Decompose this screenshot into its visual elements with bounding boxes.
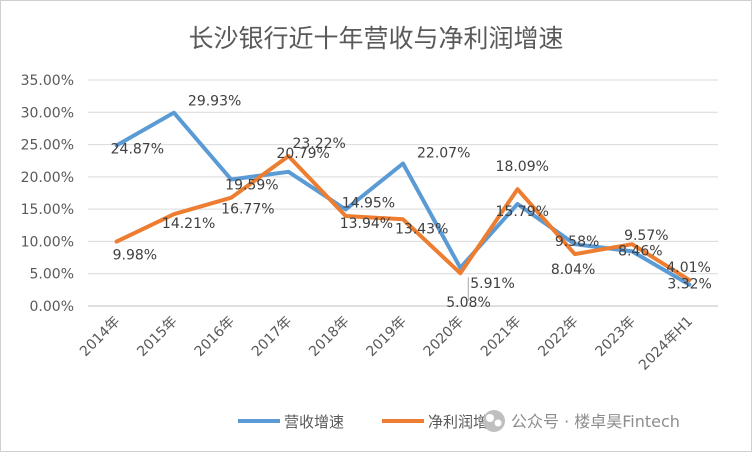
x-tick-label: 2016年 [192,314,238,360]
wechat-icon-bubble-right [494,419,502,427]
x-axis-ticks: 2014年 2015年 2016年 2017年 2018年 2019年 2020年 2021年… [77,314,696,374]
series-line-profit [114,154,692,283]
profit-data-label: 4.01% [666,260,710,276]
profit-data-label: 5.08% [446,295,490,311]
x-tick-label: 2020年 [421,314,467,360]
profit-data-label: 16.77% [221,202,274,218]
y-tick-label: 30.00% [21,105,74,121]
revenue-data-label: 24.87% [111,141,164,157]
revenue-data-label: 20.79% [276,146,329,162]
revenue-data-label: 5.91% [470,276,514,292]
y-tick-label: 20.00% [21,170,74,186]
series-lines [114,110,692,287]
watermark-text: 公众号 · 楼卓昊Fintech [511,412,680,431]
profit-data-label: 18.09% [496,159,549,175]
x-tick-label: 2017年 [249,314,295,360]
revenue-data-label: 3.32% [667,277,711,293]
chart-title: 长沙银行近十年营收与净利润增速 [188,24,563,53]
x-tick-label: 2024年H1 [636,314,696,374]
profit-data-label: 13.43% [395,221,448,237]
x-tick-label: 2022年 [535,314,581,360]
profit-data-label: 8.04% [551,262,595,278]
x-tick-label: 2015年 [134,314,180,360]
y-axis-ticks: 35.00% 30.00% 25.00% 20.00% 15.00% 10.00% 5.00… [21,73,74,315]
revenue-data-label: 22.07% [417,145,470,161]
y-tick-label: 5.00% [30,267,74,283]
y-tick-label: 35.00% [21,73,74,89]
revenue-data-label: 14.95% [342,195,395,211]
y-tick-label: 25.00% [21,138,74,154]
revenue-data-label: 9.58% [555,234,599,250]
x-tick-label: 2021年 [478,314,524,360]
series-line-revenue [114,110,692,287]
y-tick-label: 10.00% [21,234,74,250]
revenue-data-label: 19.59% [225,178,278,194]
x-tick-label: 2014年 [77,314,123,360]
x-tick-label: 2023年 [593,314,639,360]
revenue-data-label: 8.46% [618,243,662,259]
wechat-icon [483,410,505,432]
x-tick-label: 2019年 [363,314,409,360]
wechat-icon-bubble-left [486,414,494,422]
revenue-data-label: 29.93% [188,94,241,110]
legend-label: 营收增速 [284,413,344,431]
y-tick-label: 15.00% [21,202,74,218]
watermark: 公众号 · 楼卓昊Fintech [483,410,680,432]
profit-data-label: 13.94% [340,216,393,232]
profit-data-label: 23.22% [292,136,345,152]
grid [88,79,718,307]
profit-data-label: 14.21% [162,216,215,232]
x-tick-label: 2018年 [306,314,352,360]
profit-data-label: 9.57% [624,228,668,244]
revenue-data-label: 15.79% [496,204,549,220]
data-labels: 24.87% 29.93% 19.59% 20.79% 14.95% 22.07% 5.91… [111,94,712,311]
legend: 营收增速 净利润增速 [238,413,503,431]
profit-data-label: 9.98% [113,248,157,264]
y-tick-label: 0.00% [30,299,74,315]
